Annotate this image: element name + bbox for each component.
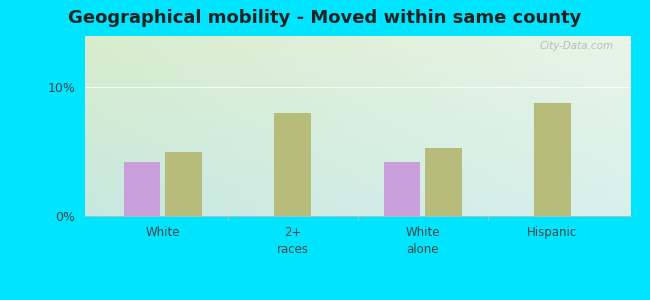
Bar <box>165 152 202 216</box>
Text: Geographical mobility - Moved within same county: Geographical mobility - Moved within sam… <box>68 9 582 27</box>
Bar <box>384 162 420 216</box>
Bar <box>534 103 571 216</box>
Bar <box>274 113 311 216</box>
Bar <box>425 148 462 216</box>
Bar <box>124 162 160 216</box>
Text: City-Data.com: City-Data.com <box>540 41 614 51</box>
